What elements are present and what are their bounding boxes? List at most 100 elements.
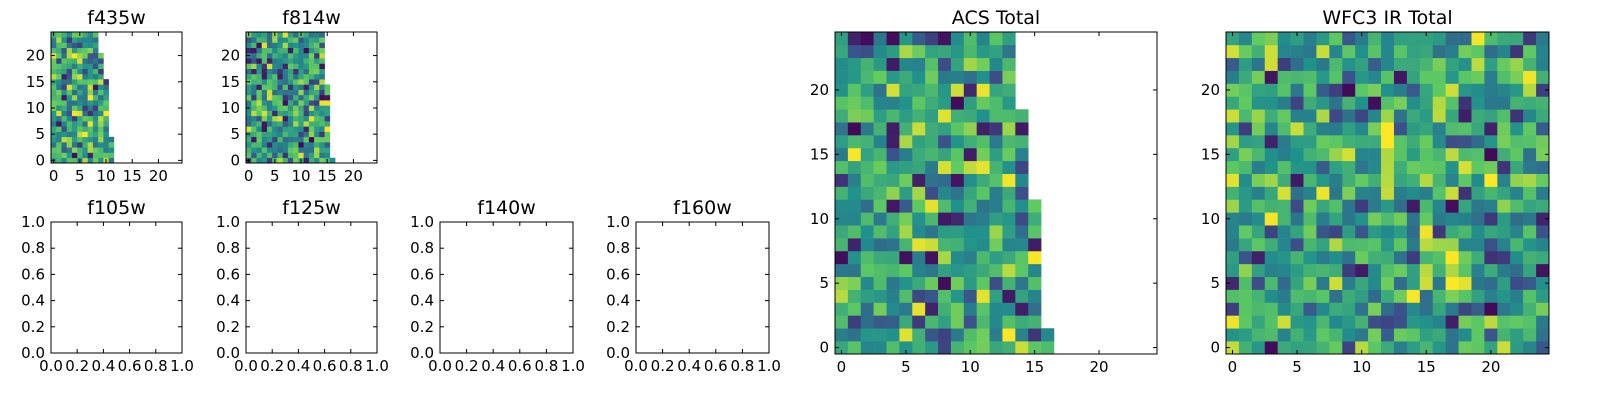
heatmap-cell bbox=[1471, 328, 1485, 342]
heatmap-cell bbox=[835, 225, 849, 239]
heatmap-cell bbox=[1419, 135, 1434, 149]
heatmap-cell bbox=[886, 212, 900, 226]
heatmap-cell bbox=[963, 302, 977, 316]
y-tick-label: 0.2 bbox=[606, 318, 630, 336]
heatmap-cell bbox=[308, 47, 315, 54]
heatmap-cell bbox=[261, 100, 268, 106]
heatmap-cell bbox=[1523, 315, 1537, 329]
heatmap-cell bbox=[261, 63, 268, 69]
y-tick-label: 15 bbox=[1201, 145, 1220, 163]
heatmap-cell bbox=[51, 58, 57, 64]
heatmap-cell bbox=[261, 110, 268, 117]
heatmap-cell bbox=[860, 238, 874, 252]
heatmap-cell bbox=[925, 186, 939, 200]
heatmap-cell bbox=[1536, 44, 1550, 59]
heatmap-cell bbox=[1226, 238, 1240, 252]
heatmap-cell bbox=[108, 136, 115, 143]
heatmap-cell bbox=[77, 58, 83, 64]
heatmap-cell bbox=[835, 32, 849, 46]
x-tick-label: 0.8 bbox=[730, 357, 754, 375]
heatmap-cell bbox=[1368, 44, 1382, 59]
heatmap-cell bbox=[1432, 315, 1446, 329]
heatmap-cell bbox=[103, 105, 109, 111]
heatmap-cell bbox=[1523, 276, 1537, 290]
heatmap-cell bbox=[298, 110, 304, 117]
heatmap-cell bbox=[1238, 96, 1253, 110]
heatmap-cell bbox=[1432, 122, 1446, 136]
heatmap-cell bbox=[963, 135, 977, 149]
heatmap-cell bbox=[293, 89, 299, 96]
heatmap-cell bbox=[989, 289, 1003, 303]
heatmap-cells bbox=[51, 32, 115, 164]
heatmap-cell bbox=[1342, 57, 1356, 71]
x-tick-label: 1.0 bbox=[561, 357, 585, 375]
heatmap-cell bbox=[71, 105, 78, 111]
heatmap-cell bbox=[246, 47, 252, 54]
heatmap-cell bbox=[1342, 276, 1356, 290]
heatmap-cell bbox=[261, 84, 268, 90]
heatmap-cell bbox=[1419, 199, 1434, 213]
heatmap-cell bbox=[92, 89, 99, 96]
heatmap-cell bbox=[61, 115, 68, 122]
x-tick-label: 0 bbox=[1228, 358, 1238, 376]
y-tick-label: 0.2 bbox=[21, 318, 45, 336]
heatmap-cell bbox=[298, 147, 304, 153]
heatmap-cell bbox=[1406, 212, 1421, 226]
heatmap-cell bbox=[256, 84, 263, 90]
heatmap-cell bbox=[873, 70, 887, 84]
heatmap-cell bbox=[1264, 276, 1278, 290]
heatmap-cell bbox=[319, 126, 325, 132]
heatmap-cell bbox=[303, 68, 310, 75]
heatmap-cell bbox=[1251, 32, 1266, 46]
heatmap-cell bbox=[1355, 70, 1369, 84]
y-tick-label: 0 bbox=[1210, 339, 1220, 357]
heatmap-cell bbox=[1393, 250, 1408, 265]
heatmap-cell bbox=[293, 157, 299, 164]
heatmap-cell bbox=[92, 115, 99, 122]
heatmap-cell bbox=[1316, 160, 1330, 174]
heatmap-cell bbox=[319, 100, 325, 106]
heatmap-cell bbox=[1290, 315, 1304, 329]
y-tick-label: 0.0 bbox=[410, 344, 434, 362]
heatmap-cell bbox=[251, 131, 257, 138]
heatmap-cell bbox=[56, 100, 62, 106]
heatmap-cell bbox=[1458, 341, 1472, 355]
heatmap-cell bbox=[308, 115, 315, 122]
heatmap-cell bbox=[82, 52, 88, 59]
heatmap-cell bbox=[1264, 122, 1278, 136]
heatmap-cell bbox=[308, 136, 315, 143]
heatmap-cell bbox=[71, 142, 78, 148]
heatmap-cell bbox=[1303, 147, 1317, 162]
heatmap-cell bbox=[912, 160, 926, 174]
heatmap-cell bbox=[87, 52, 94, 59]
heatmap-cell bbox=[938, 315, 952, 329]
x-tick-label: 0.4 bbox=[481, 357, 505, 375]
heatmap-cell bbox=[1523, 173, 1537, 187]
heatmap-cell bbox=[899, 263, 913, 278]
heatmap-cell bbox=[1015, 341, 1029, 355]
heatmap-cell bbox=[324, 110, 331, 117]
heatmap-cell bbox=[1484, 147, 1498, 162]
heatmap-cell bbox=[1536, 83, 1550, 97]
heatmap-cell bbox=[1523, 57, 1537, 71]
heatmap-cell bbox=[1536, 276, 1550, 290]
panel-title: f814w bbox=[282, 7, 341, 29]
heatmap-cell bbox=[1393, 135, 1408, 149]
heatmap-cell bbox=[860, 186, 874, 200]
heatmap-cell bbox=[938, 122, 952, 136]
heatmap-cell bbox=[1458, 44, 1472, 59]
heatmap-cell bbox=[899, 315, 913, 329]
heatmap-cell bbox=[87, 89, 94, 96]
heatmap-cell bbox=[1445, 238, 1459, 252]
heatmap-cell bbox=[1381, 250, 1395, 265]
heatmap-cell bbox=[277, 52, 283, 59]
heatmap-cell bbox=[324, 84, 331, 90]
heatmap-cell bbox=[1484, 302, 1498, 316]
heatmap-cell bbox=[314, 152, 320, 159]
heatmap-cell bbox=[282, 126, 289, 132]
heatmap-cell bbox=[1510, 109, 1524, 123]
heatmap-cell bbox=[103, 115, 109, 122]
heatmap-cell bbox=[1342, 263, 1356, 278]
panel-title: f435w bbox=[87, 7, 146, 29]
heatmap-cell bbox=[912, 122, 926, 136]
